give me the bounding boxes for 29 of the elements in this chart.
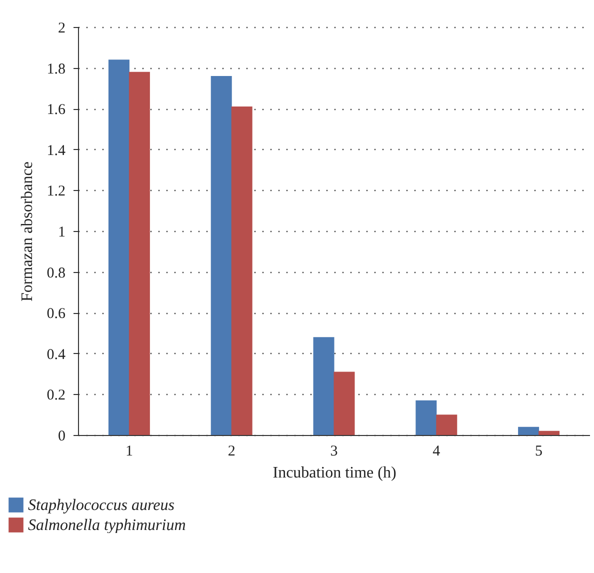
bar: [518, 426, 540, 435]
y-tick-label: 1.2: [46, 184, 66, 200]
y-tick-label: 1: [58, 224, 66, 240]
x-tick-label: 5: [535, 444, 543, 460]
bar: [231, 106, 252, 435]
y-tick-label: 1.4: [46, 142, 66, 159]
bar: [210, 76, 232, 435]
y-tick-label: 0.8: [46, 265, 66, 282]
y-tick-label: 0: [58, 428, 66, 444]
y-tick-label: 1.6: [46, 102, 66, 118]
bar: [334, 372, 355, 435]
bar: [416, 400, 437, 435]
x-axis-title: Incubation time (h): [272, 464, 396, 482]
y-axis-title: Formazan absorbance: [18, 162, 36, 302]
y-tick-label: 1.8: [46, 61, 66, 78]
bar: [313, 337, 334, 435]
y-tick-label: 0.4: [46, 346, 66, 363]
x-tick-label: 3: [330, 444, 338, 460]
bar: [538, 430, 560, 435]
x-tick-label: 1: [125, 444, 133, 460]
bar: [108, 60, 130, 435]
legend-label: Staphylococcus aureus: [28, 497, 174, 514]
y-tick-label: 0.2: [46, 388, 66, 404]
x-tick-label: 4: [432, 444, 441, 460]
bar: [128, 72, 150, 435]
x-tick-label: 2: [228, 444, 236, 460]
y-tick-label: 0.6: [46, 306, 66, 322]
y-tick-label: 2: [58, 20, 66, 36]
bar: [436, 414, 458, 435]
